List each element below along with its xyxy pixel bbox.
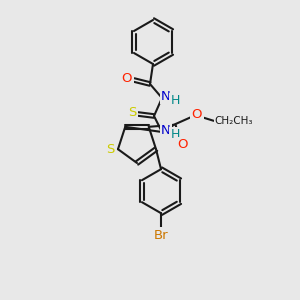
Text: S: S xyxy=(106,143,114,156)
Text: CH₂CH₃: CH₂CH₃ xyxy=(215,116,253,126)
Text: O: O xyxy=(122,73,132,85)
Text: O: O xyxy=(178,138,188,151)
Text: H: H xyxy=(170,94,180,107)
Text: S: S xyxy=(128,106,136,119)
Text: N: N xyxy=(161,89,171,103)
Text: H: H xyxy=(170,128,180,142)
Text: O: O xyxy=(191,108,202,121)
Text: Br: Br xyxy=(154,229,168,242)
Text: N: N xyxy=(161,124,171,136)
